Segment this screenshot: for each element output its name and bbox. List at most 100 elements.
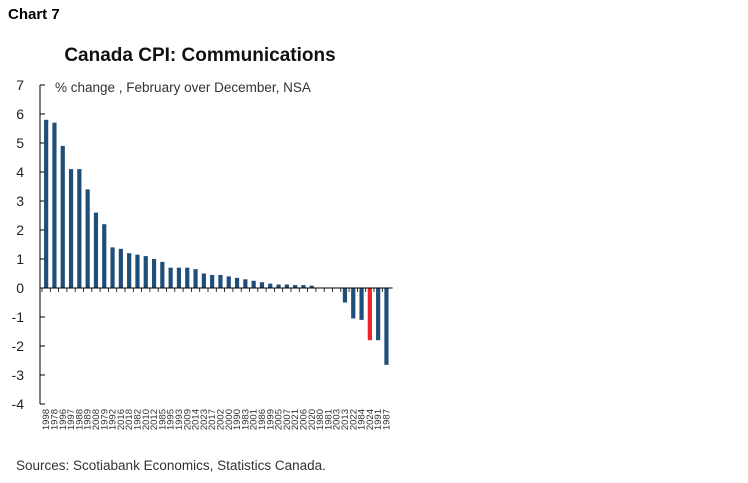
bar-1983 [243,279,248,288]
x-tick-label: 1992 [108,409,119,430]
y-tick-label: -3 [12,367,25,383]
x-tick-label: 1981 [323,409,334,430]
x-tick-label: 2001 [249,409,260,430]
chart-subtitle: % change , February over December, NSA [55,80,311,95]
x-tick-label: 2013 [340,409,351,430]
y-tick-label: 4 [16,164,24,180]
bar-1978 [52,122,57,288]
bar-2016 [118,248,123,288]
bar-1990 [234,277,240,288]
x-tick-label: 2020 [307,409,318,430]
bar-1997 [68,169,74,288]
bar-1988 [77,169,82,288]
x-tick-label: 2022 [348,409,359,430]
x-tick-label: 1984 [357,409,368,430]
bar-2005 [276,284,281,288]
x-tick-label: 1995 [166,409,177,430]
x-tick-label: 2009 [182,409,193,430]
x-tick-label: 2023 [199,409,210,430]
x-tick-label: 2010 [141,409,152,430]
x-tick-label: 2018 [124,409,135,430]
y-tick-label: 0 [16,280,24,296]
bar-2007 [284,284,289,288]
bar-1987 [384,288,389,365]
x-tick-label: 2005 [274,409,285,430]
bar-1991 [376,288,381,341]
bar-2017 [210,274,215,288]
bar-2010 [143,256,148,288]
x-tick-label: 1990 [232,409,243,430]
x-tick-label: 2012 [149,409,160,430]
bar-2006 [301,285,306,288]
y-tick-label: 5 [16,135,24,151]
y-tick-label: 1 [16,251,24,267]
x-tick-label: 1999 [265,409,276,430]
bar-2013 [342,288,348,303]
y-tick-label: -4 [12,396,25,412]
chart-title: Canada CPI: Communications [64,45,335,66]
x-tick-label: 1997 [66,409,77,430]
x-tick-label: 1982 [132,409,143,430]
x-tick-label: 1991 [373,409,384,430]
bar-1985 [160,261,165,288]
bar-1998 [44,119,49,288]
bar-1984 [359,288,364,320]
bar-2020 [309,285,314,288]
bar-1999 [268,283,273,288]
x-tick-label: 2006 [298,409,309,430]
x-tick-label: 1989 [83,409,94,430]
y-tick-label: 6 [16,106,24,122]
bar-2021 [293,285,298,288]
x-tick-label: 1993 [174,409,185,430]
x-tick-label: 2017 [207,409,218,430]
bars [44,119,389,365]
x-tick-label: 1998 [41,409,52,430]
bar-2000 [226,276,231,288]
x-tick-label: 1980 [315,409,326,430]
bar-1982 [135,254,140,288]
x-tick-label: 1979 [99,409,110,430]
bar-1992 [110,247,115,288]
x-tick-label: 2024 [365,409,376,430]
x-axis: 1998197819961997198819892008197919922016… [40,287,393,430]
bar-2002 [218,274,223,288]
bar-2024 [367,288,372,341]
bar-2014 [193,269,198,288]
bar-1996 [60,145,65,288]
x-tick-label: 2002 [215,409,226,430]
bar-2022 [351,288,356,319]
bar-1993 [176,267,182,288]
bar-2012 [151,259,157,288]
bar-1979 [102,224,107,288]
bar-1989 [85,189,90,288]
x-tick-label: 2014 [191,409,202,430]
x-tick-label: 1985 [157,409,168,430]
x-tick-label: 2000 [224,409,235,430]
x-tick-label: 1978 [49,409,60,430]
bar-1995 [168,267,173,288]
x-tick-label: 1986 [257,409,268,430]
x-tick-label: 2007 [282,409,293,430]
x-tick-label: 1996 [58,409,69,430]
y-axis: 7 6 5 4 3 2 1 0 -1 -2 -3 -4 [12,77,45,412]
y-tick-label: 2 [16,222,24,238]
bar-2008 [93,212,99,288]
y-tick-label: 3 [16,193,24,209]
x-tick-label: 1987 [381,409,392,430]
x-tick-label: 1983 [240,409,251,430]
bar-1986 [259,282,265,288]
x-tick-label: 1988 [74,409,85,430]
y-tick-label: 7 [16,77,24,93]
x-tick-label: 2021 [290,409,301,430]
x-tick-label: 2003 [332,409,343,430]
x-tick-label: 2008 [91,409,102,430]
bar-2018 [127,253,132,288]
source-note: Sources: Scotiabank Economics, Statistic… [16,458,326,473]
x-tick-label: 2016 [116,409,127,430]
y-tick-label: -2 [12,338,25,354]
bar-2009 [185,267,190,288]
bar-2023 [201,273,206,288]
y-tick-label: -1 [12,309,25,325]
bar-2001 [251,280,256,288]
